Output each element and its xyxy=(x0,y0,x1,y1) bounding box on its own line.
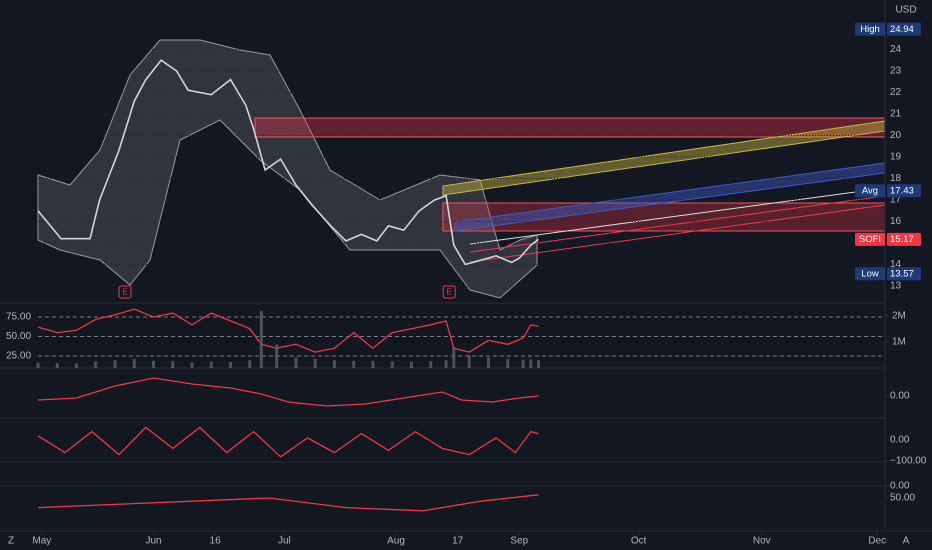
volume-bar xyxy=(371,361,375,368)
tag: 24.94 xyxy=(890,24,914,35)
drawings xyxy=(37,39,886,299)
volume-bar xyxy=(113,360,117,368)
volume-bar xyxy=(75,363,78,368)
scale-button[interactable]: A xyxy=(903,536,910,547)
scale-button[interactable]: Z xyxy=(8,536,14,547)
y-tick-label: 22 xyxy=(890,87,902,98)
y-tick-label: 50.00 xyxy=(6,331,31,342)
y-tick-label: 18 xyxy=(890,173,902,184)
volume-bar xyxy=(171,361,175,368)
series-line xyxy=(37,59,539,266)
earnings-marker xyxy=(442,285,456,299)
y2-tick-label: 1M xyxy=(892,337,906,348)
volume-bar xyxy=(94,361,98,368)
volume-bar xyxy=(248,360,252,368)
x-tick-label: Aug xyxy=(387,536,405,547)
y-tick-label: 0.00 xyxy=(890,391,910,402)
series-line xyxy=(37,308,539,353)
volume-bar xyxy=(294,357,298,368)
trend-line xyxy=(469,187,886,245)
volume-bar xyxy=(467,354,471,368)
price-tag-name xyxy=(855,267,885,281)
earnings-label: E xyxy=(122,288,127,297)
volume-bar xyxy=(486,357,490,368)
price-tag-value xyxy=(887,232,921,246)
volume-bar xyxy=(332,360,336,368)
currency-label: USD xyxy=(895,5,916,16)
x-tick-label: 17 xyxy=(452,536,464,547)
price-tag-name xyxy=(855,22,885,36)
x-tick-label: Jul xyxy=(278,536,291,547)
series-line xyxy=(37,426,539,458)
y-tick-label: 0.00 xyxy=(890,481,910,492)
price-tag-name xyxy=(855,232,885,246)
y-tick-label: 75.00 xyxy=(6,312,31,323)
tag: SOFI xyxy=(859,234,881,245)
y2-tick-label: 2M xyxy=(892,311,906,322)
volume-bar xyxy=(409,361,413,368)
earnings-marker xyxy=(118,285,132,299)
volume-bar xyxy=(537,360,540,368)
x-tick-label: May xyxy=(32,536,51,547)
volume-bar xyxy=(36,362,40,368)
price-tag-name xyxy=(855,184,885,198)
volume-bar xyxy=(132,358,136,368)
y-tick-label: 17 xyxy=(890,195,902,206)
tag: Low xyxy=(861,268,879,279)
volume-bar xyxy=(506,358,510,368)
volume-bar xyxy=(55,363,59,368)
y-tick-label: 23 xyxy=(890,66,902,77)
x-tick-label: Nov xyxy=(753,536,771,547)
series-line xyxy=(37,377,539,407)
y-tick-label: 21 xyxy=(890,109,902,120)
tag: 13.57 xyxy=(890,268,914,279)
volume-bar xyxy=(152,360,155,368)
price-tag-value xyxy=(887,22,921,36)
volume-bar xyxy=(352,360,356,368)
volume-bar xyxy=(259,310,263,368)
tag: High xyxy=(860,24,880,35)
x-tick-label: Sep xyxy=(510,536,528,547)
y-tick-label: 0.00 xyxy=(890,435,910,446)
y-tick-label: 19 xyxy=(890,152,902,163)
volume-bar xyxy=(521,359,525,368)
volume-bar xyxy=(529,359,533,368)
bollinger-band xyxy=(37,39,538,299)
volume-bar xyxy=(275,344,279,368)
y-tick-label: 14 xyxy=(890,259,902,270)
zone xyxy=(254,117,886,138)
volume-bar xyxy=(390,361,394,368)
x-tick-label: Dec xyxy=(868,536,886,547)
x-tick-label: Oct xyxy=(631,536,647,547)
volume-bar xyxy=(313,358,317,368)
tag: 15.17 xyxy=(890,234,914,245)
trend-line xyxy=(469,204,886,263)
earnings-label: E xyxy=(447,288,452,297)
zone xyxy=(442,202,886,232)
x-tick-label: Jun xyxy=(145,536,161,547)
volume-bar xyxy=(444,360,448,368)
volume-bar xyxy=(429,361,433,368)
y-tick-label: −100.00 xyxy=(890,456,927,467)
volume-bar xyxy=(229,362,232,368)
y-tick-label: 25.00 xyxy=(6,351,31,362)
tag: Avg xyxy=(862,185,878,196)
volume-bar xyxy=(209,361,213,368)
price-tag-value xyxy=(887,267,921,281)
y-tick-label: 13 xyxy=(890,281,902,292)
y-tick-label: 24 xyxy=(890,44,902,55)
y-tick-label: 16 xyxy=(890,216,902,227)
x-tick-label: 16 xyxy=(210,536,222,547)
series-line xyxy=(37,494,539,512)
volume-bar xyxy=(452,347,456,368)
y-tick-label: 50.00 xyxy=(890,493,915,504)
volume-bar xyxy=(190,362,194,368)
y-tick-label: 20 xyxy=(890,130,902,141)
price-tag-value xyxy=(887,184,921,198)
tag: 17.43 xyxy=(890,185,914,196)
